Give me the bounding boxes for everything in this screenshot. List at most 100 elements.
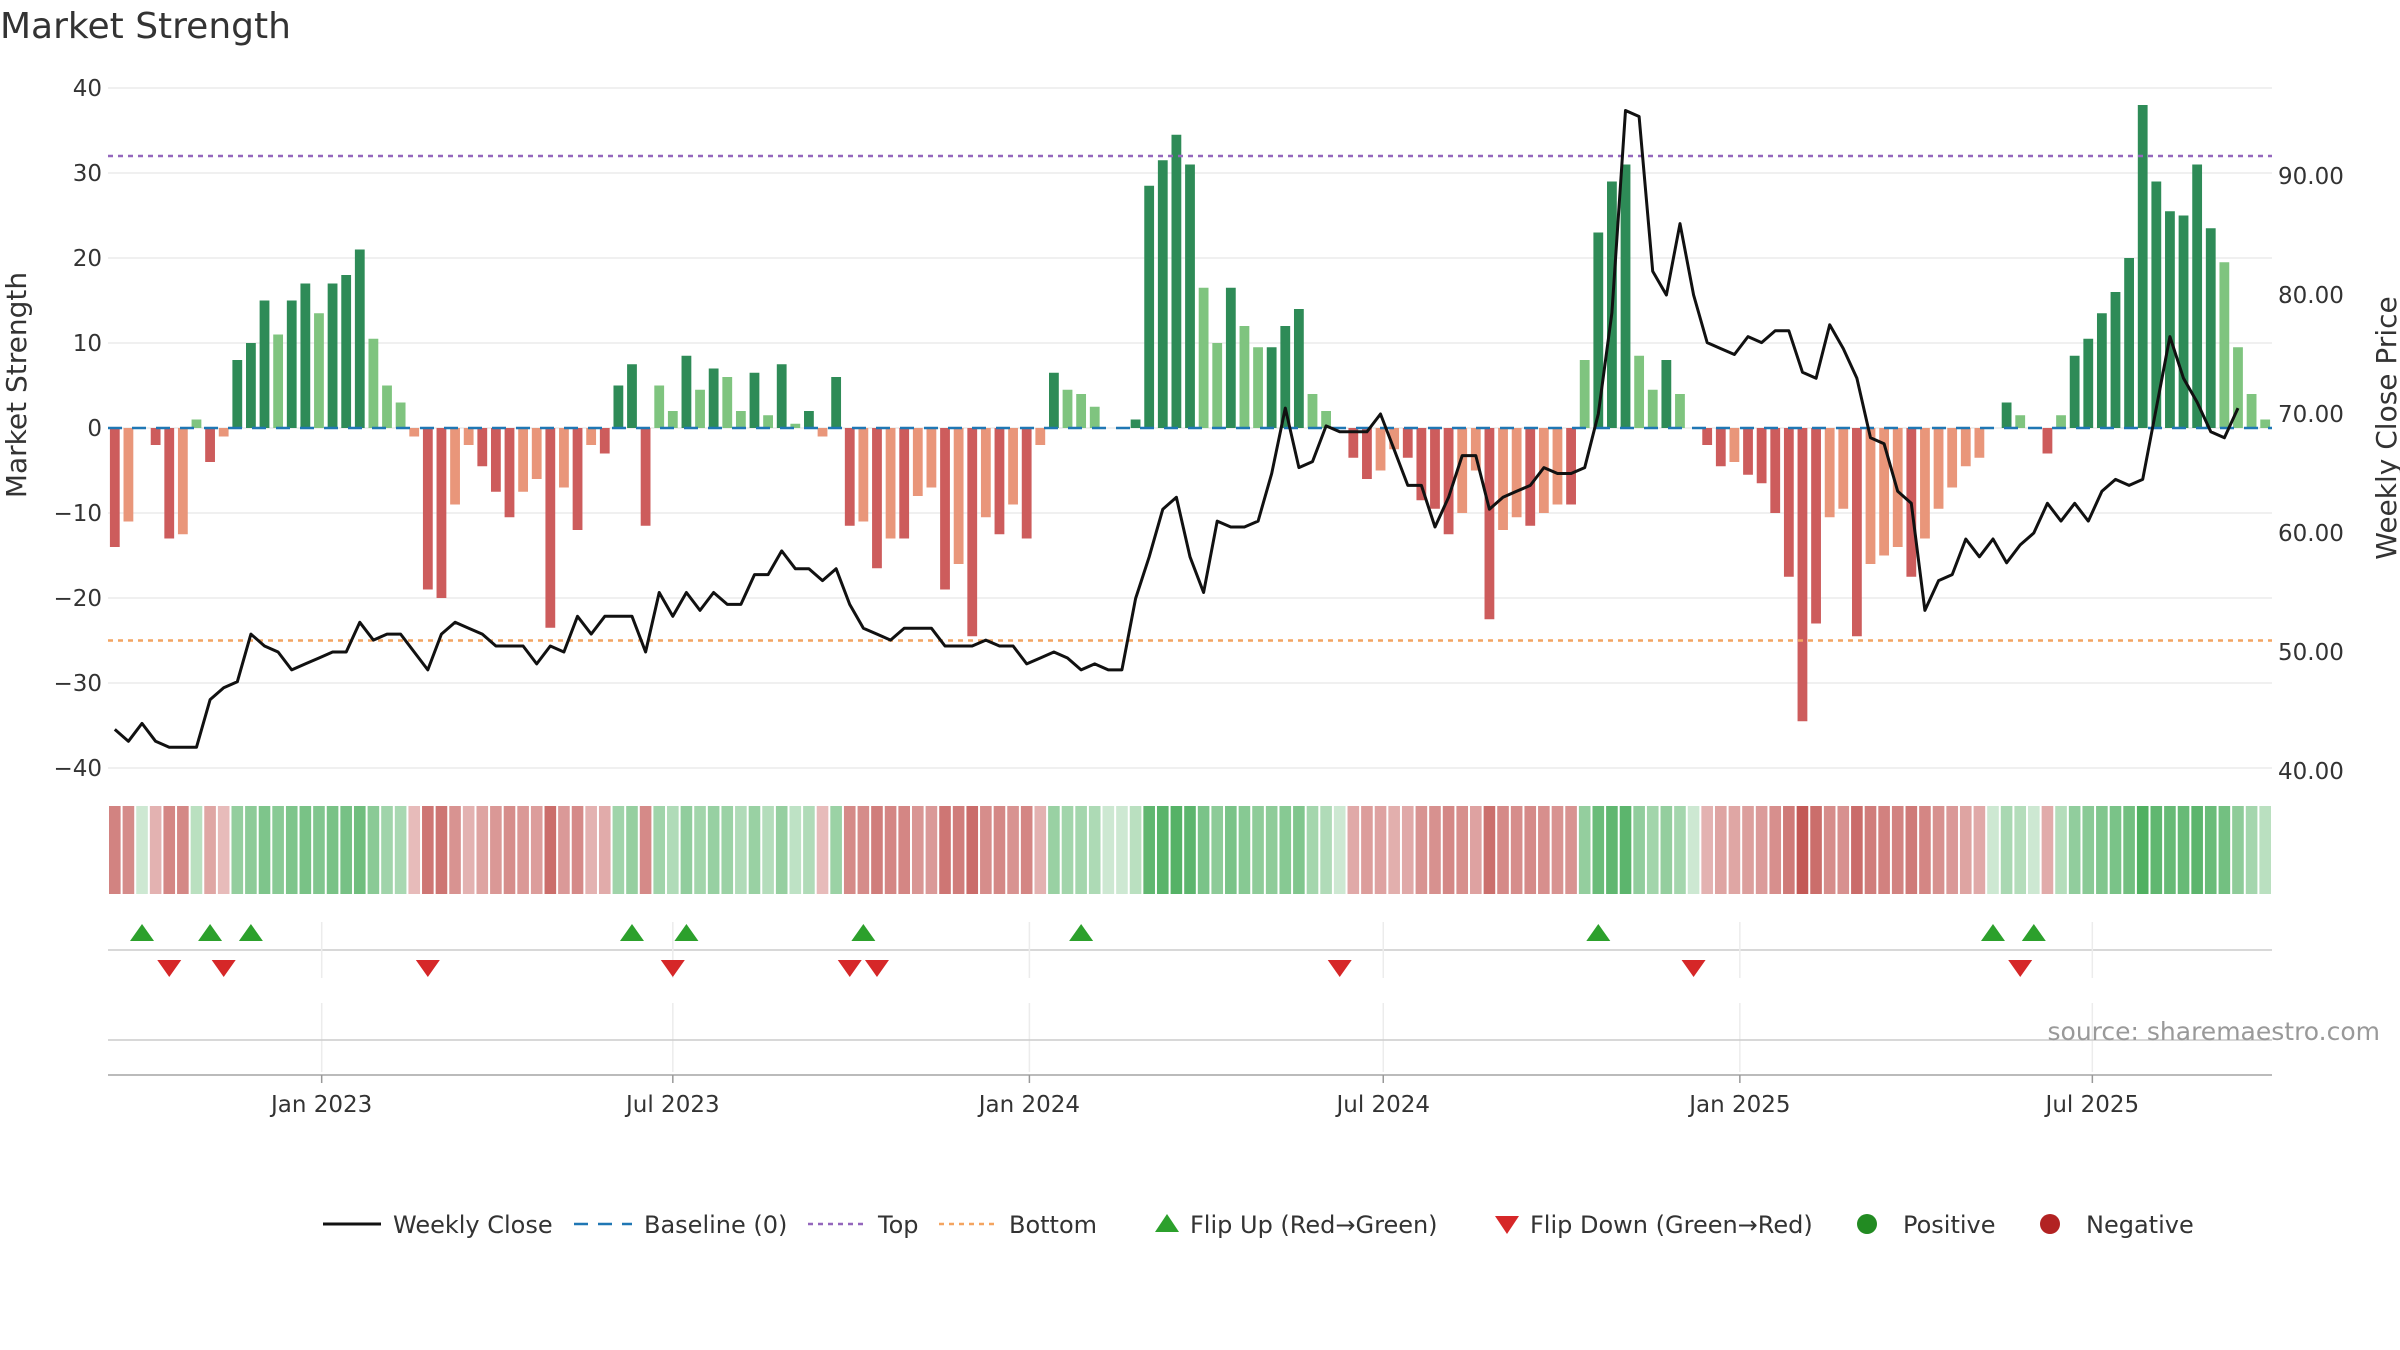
strength-bar xyxy=(2056,415,2066,428)
strip-cell xyxy=(231,806,244,894)
strip-cell xyxy=(1116,806,1128,894)
strip-cell xyxy=(1415,806,1428,894)
strip-cell xyxy=(2164,806,2176,894)
y2-tick-label: 60.00 xyxy=(2278,521,2344,547)
strip-cell xyxy=(1619,806,1632,894)
strip-cell xyxy=(422,806,434,894)
strength-bar xyxy=(123,428,134,522)
strip-cell xyxy=(285,806,298,894)
strength-bar xyxy=(967,428,978,637)
strength-bar xyxy=(708,368,719,428)
legend-label: Flip Up (Red→Green) xyxy=(1190,1211,1438,1239)
strip-cell xyxy=(925,806,938,894)
strength-bar xyxy=(341,275,352,428)
x-axis-ticks: Jan 2023 Jul 2023 Jan 2024 Jul 2024 Jan 2025… xyxy=(269,1075,2139,1118)
strength-bar xyxy=(790,423,801,428)
strength-bar xyxy=(1470,428,1481,471)
flip-up-marker xyxy=(619,924,644,941)
strip-cell xyxy=(381,806,393,894)
strip-cell xyxy=(667,806,679,894)
strength-bar xyxy=(613,385,624,428)
strength-bar xyxy=(763,415,773,428)
strip-cell xyxy=(530,806,543,894)
strip-cell xyxy=(707,806,720,894)
strength-bar xyxy=(205,428,215,462)
strength-bar xyxy=(831,377,842,428)
strip-cell xyxy=(2041,806,2054,894)
strength-bar xyxy=(1239,326,1250,428)
strength-bar xyxy=(1770,428,1781,513)
strip-cell xyxy=(571,806,584,894)
strength-bar xyxy=(1851,428,1862,637)
strength-bar xyxy=(109,428,120,547)
strip-cell xyxy=(544,806,557,894)
strip-cell xyxy=(2055,806,2067,894)
strip-cell xyxy=(1252,806,1264,894)
strength-bar xyxy=(1783,428,1794,577)
strength-bar xyxy=(463,428,474,445)
strip-cell xyxy=(966,806,979,894)
strength-bar xyxy=(681,355,692,428)
strength-bar xyxy=(1811,428,1821,624)
strength-bar xyxy=(300,283,311,428)
strength-bar xyxy=(2233,347,2243,428)
strength-bar xyxy=(2042,428,2053,454)
strength-bar xyxy=(177,428,188,535)
strength-bar xyxy=(368,338,379,428)
strength-bar xyxy=(1729,428,1740,462)
circle-icon xyxy=(2040,1214,2060,1234)
strip-cell xyxy=(449,806,461,894)
strip-cell xyxy=(190,806,203,894)
strip-cell xyxy=(1470,806,1482,894)
strip-cell xyxy=(1755,806,1768,894)
strip-cell xyxy=(2218,806,2231,894)
triangle-up-icon xyxy=(1155,1214,1179,1232)
strip-cell xyxy=(1197,806,1210,894)
flip-down-marker xyxy=(1327,960,1352,977)
strength-bar xyxy=(531,428,542,479)
strip-cell xyxy=(177,806,189,894)
strength-bar xyxy=(872,428,882,569)
strip-cell xyxy=(980,806,992,894)
strip-cell xyxy=(626,806,638,894)
strip-cell xyxy=(1102,806,1115,894)
strip-cell xyxy=(1810,806,1822,894)
strength-bar xyxy=(627,364,637,428)
strip-cell xyxy=(1946,806,1958,894)
strength-bar xyxy=(940,428,950,590)
strength-bar xyxy=(1498,428,1508,530)
strip-cell xyxy=(1483,806,1496,894)
strength-bar xyxy=(2069,355,2080,428)
strength-bar xyxy=(246,343,256,428)
strip-cell xyxy=(2204,806,2217,894)
strip-cell xyxy=(857,806,870,894)
strength-bar xyxy=(654,385,665,428)
strip-cell xyxy=(367,806,380,894)
strip-cell xyxy=(1061,806,1074,894)
y2-tick-label: 90.00 xyxy=(2278,164,2344,190)
strip-cell xyxy=(1293,806,1305,894)
strip-cell xyxy=(2232,806,2244,894)
strip-cell xyxy=(1170,806,1183,894)
y2-tick-label: 50.00 xyxy=(2278,640,2344,666)
flip-down-marker xyxy=(837,960,862,977)
strength-bar xyxy=(490,428,501,492)
strength-bar xyxy=(1212,343,1223,428)
strength-bar xyxy=(953,428,964,564)
strip-cell xyxy=(762,806,774,894)
strip-cell xyxy=(1143,806,1155,894)
strip-cell xyxy=(1578,806,1591,894)
strip-cell xyxy=(1837,806,1850,894)
strength-bar xyxy=(150,428,161,445)
strip-cell xyxy=(748,806,761,894)
y2-tick-label: 80.00 xyxy=(2278,283,2344,309)
strip-cell xyxy=(1851,806,1863,894)
reference-lines xyxy=(108,154,2272,642)
strip-cell xyxy=(1660,806,1673,894)
strip-cell xyxy=(476,806,489,894)
strength-bar xyxy=(667,411,678,428)
strip-cell xyxy=(680,806,693,894)
legend-item-positive: Positive xyxy=(1857,1211,1996,1239)
strength-bar xyxy=(436,428,447,598)
strength-bar xyxy=(1375,428,1386,471)
